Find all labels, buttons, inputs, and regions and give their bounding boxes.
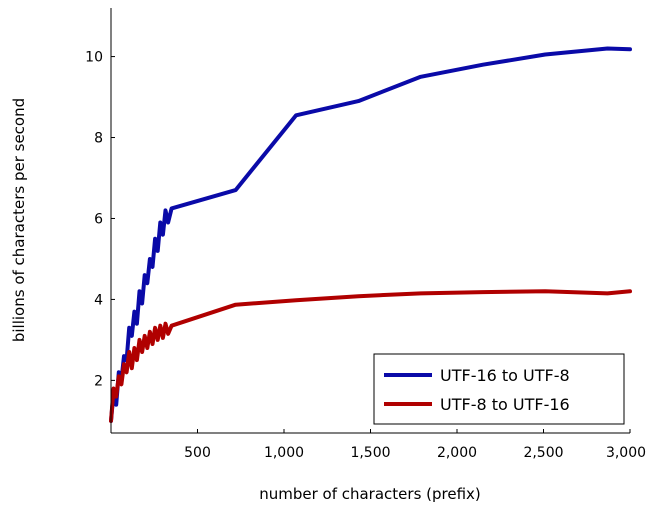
x-tick-label: 1,000 <box>264 445 304 461</box>
y-axis-title: billions of characters per second <box>10 98 28 342</box>
x-tick-label: 3,000 <box>606 445 646 461</box>
ticks: 500 1,000 1,500 2,000 2,500 3,000 2 4 6 8 10 <box>85 50 646 461</box>
series-line-0 <box>109 46 632 423</box>
y-tick-label: 8 <box>94 131 103 147</box>
y-tick-label: 2 <box>94 373 103 389</box>
series-layer <box>109 46 632 423</box>
legend-box <box>373 353 625 425</box>
x-tick-label: 2,500 <box>523 445 563 461</box>
series-line-1 <box>109 289 632 423</box>
x-tick-label: 1,500 <box>350 445 390 461</box>
x-tick-label: 500 <box>184 445 211 461</box>
x-axis-title: number of characters (prefix) <box>259 485 481 503</box>
legend: UTF-16 to UTF-8 UTF-8 to UTF-16 <box>373 353 625 425</box>
legend-label-utf16-to-utf8: UTF-16 to UTF-8 <box>440 366 570 385</box>
y-tick-label: 10 <box>85 50 103 66</box>
x-tick-label: 2,000 <box>437 445 477 461</box>
legend-label-utf8-to-utf16: UTF-8 to UTF-16 <box>440 395 570 414</box>
y-tick-label: 4 <box>94 292 103 308</box>
y-tick-label: 6 <box>94 211 103 227</box>
